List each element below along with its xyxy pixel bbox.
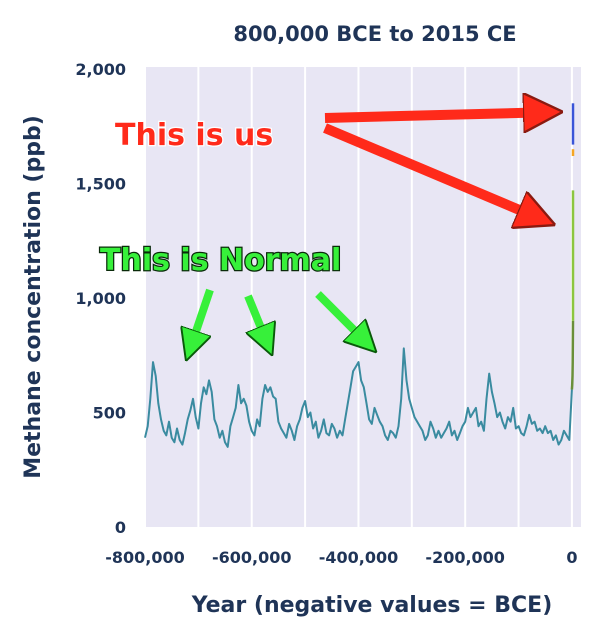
red-arrow-lower (323, 123, 548, 222)
series-line-1 (570, 320, 575, 390)
data-series (144, 103, 575, 448)
annotation-this-is-us: This is us (115, 118, 273, 153)
x-tick-label: -600,000 (212, 548, 292, 567)
green-arrow-3 (315, 291, 372, 348)
y-tick-label: 1,500 (75, 175, 126, 194)
x-tick-label: 0 (566, 548, 577, 567)
x-axis-label: Year (negative values = BCE) (191, 593, 553, 618)
x-tick-label: -800,000 (105, 548, 185, 567)
y-tick-label: 500 (93, 404, 126, 423)
x-axis-ticks: -800,000 -600,000 -400,000 -200,000 0 (105, 548, 577, 567)
y-tick-label: 0 (115, 518, 126, 537)
green-arrow-2 (244, 294, 270, 350)
series-line-0 (144, 347, 573, 448)
x-tick-label: -400,000 (319, 548, 399, 567)
y-axis-label: Methane concentration (ppb) (21, 115, 46, 479)
annotation-this-is-normal: This is Normal (100, 243, 341, 278)
chart-title: 800,000 BCE to 2015 CE (233, 22, 516, 46)
red-arrow-upper (324, 112, 555, 118)
annotation-layer: This is us This is Normal (99, 112, 555, 355)
y-tick-label: 2,000 (75, 60, 126, 79)
x-tick-label: -200,000 (425, 548, 505, 567)
y-axis-ticks: 0 500 1,000 1,500 2,000 (75, 60, 126, 537)
y-tick-label: 1,000 (75, 289, 126, 308)
green-arrow-1 (188, 288, 214, 355)
